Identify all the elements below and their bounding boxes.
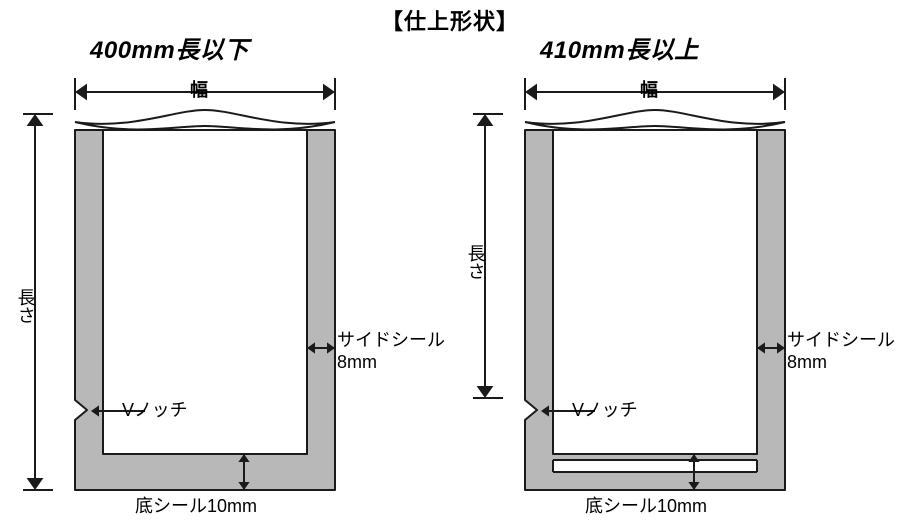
label-bottom-seal-right: 底シール10mm [585,496,707,518]
label-width-left: 幅 [190,80,208,102]
label-side-seal-left-2: 8mm [337,352,377,374]
label-side-seal-right-2: 8mm [787,352,827,374]
label-width-right: 幅 [640,80,658,102]
label-side-seal-right-1: サイドシール [787,330,895,352]
label-length-left: 長さ [14,288,36,324]
diagram-svg [0,0,900,531]
label-bottom-seal-left: 底シール10mm [135,496,257,518]
label-length-right: 長さ [464,244,486,280]
label-vnotch-right: Vノッチ [572,400,638,422]
label-side-seal-left-1: サイドシール [337,330,445,352]
label-vnotch-left: Vノッチ [122,400,188,422]
